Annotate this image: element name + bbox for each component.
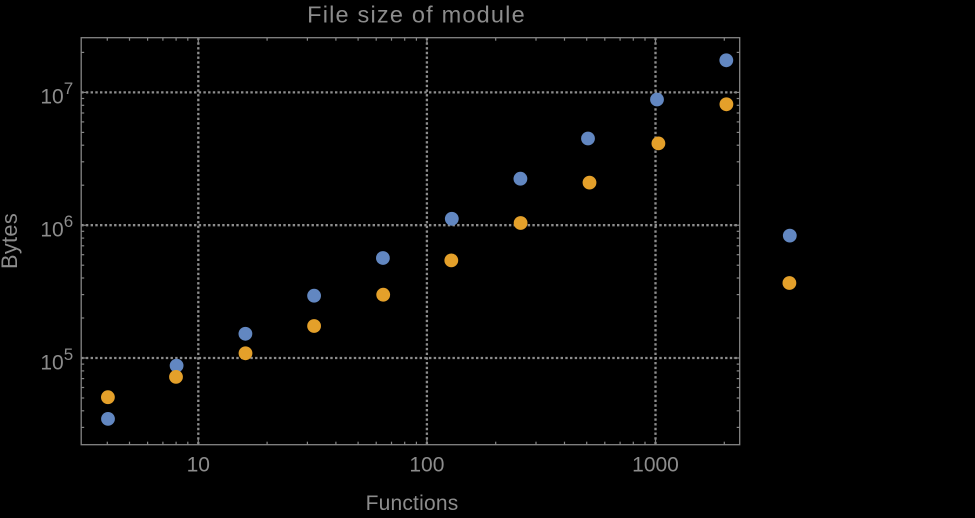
svg-text:10: 10: [187, 454, 210, 477]
svg-text:1000: 1000: [632, 454, 679, 477]
svg-text:100: 100: [409, 454, 444, 477]
svg-text:File size of module: File size of module: [307, 1, 526, 27]
svg-text:Bytes: Bytes: [0, 213, 22, 269]
svg-text:Functions: Functions: [366, 492, 459, 513]
